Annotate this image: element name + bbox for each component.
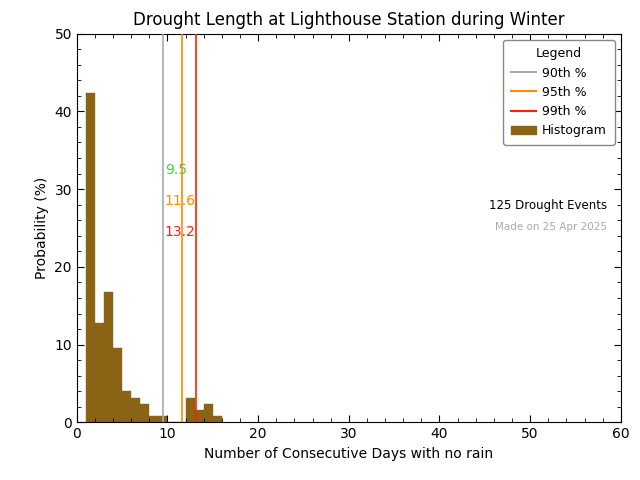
Bar (195, 410, 204, 422)
Bar (95, 323, 104, 422)
Bar (122, 391, 131, 422)
Text: 9.5: 9.5 (164, 163, 187, 177)
X-axis label: Number of Consecutive Days with no rain: Number of Consecutive Days with no rain (204, 447, 493, 461)
Bar (86, 93, 95, 422)
Bar (158, 416, 168, 422)
Text: 13.2: 13.2 (164, 225, 195, 239)
Bar (204, 404, 212, 422)
Legend: 90th %, 95th %, 99th %, Histogram: 90th %, 95th %, 99th %, Histogram (504, 40, 614, 145)
Text: 11.6: 11.6 (164, 193, 196, 208)
Bar (140, 404, 149, 422)
Bar (113, 348, 122, 422)
Y-axis label: Probability (%): Probability (%) (35, 177, 49, 279)
Bar (186, 397, 195, 422)
Title: Drought Length at Lighthouse Station during Winter: Drought Length at Lighthouse Station dur… (133, 11, 564, 29)
Text: 125 Drought Events: 125 Drought Events (489, 199, 607, 212)
Bar (212, 416, 222, 422)
Bar (131, 397, 140, 422)
Text: Made on 25 Apr 2025: Made on 25 Apr 2025 (495, 222, 607, 232)
Bar (149, 416, 158, 422)
Bar (104, 292, 113, 422)
